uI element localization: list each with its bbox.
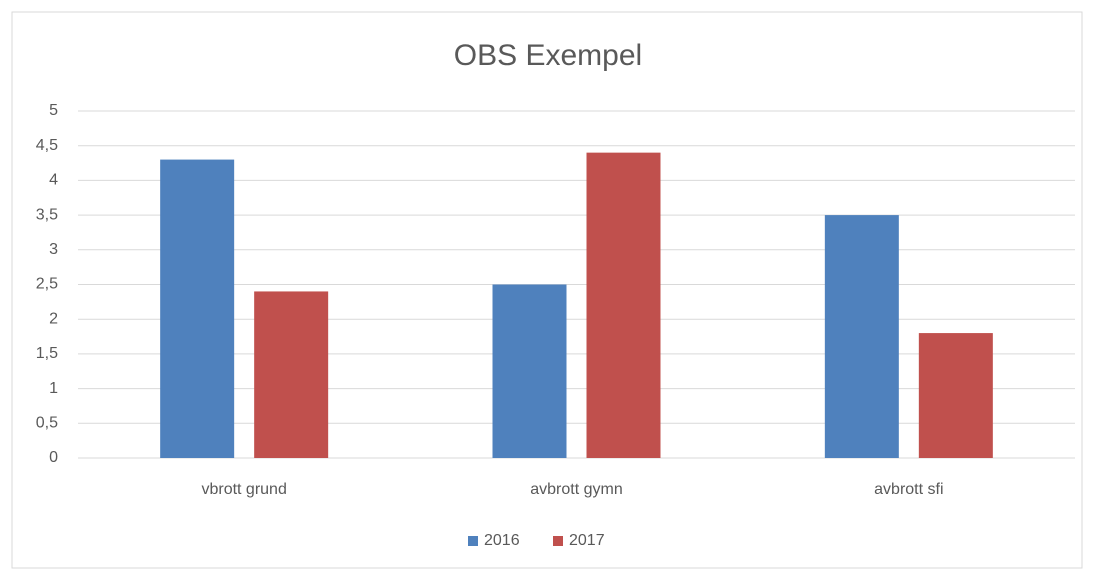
- bar: [824, 215, 899, 458]
- legend-swatch: [553, 536, 563, 546]
- bar: [254, 291, 329, 458]
- bar: [492, 284, 567, 458]
- bar: [160, 159, 235, 458]
- y-tick-label: 3: [49, 241, 58, 258]
- y-tick-label: 1: [49, 380, 58, 397]
- y-tick-label: 3,5: [36, 206, 58, 223]
- bar: [918, 333, 993, 458]
- chart-title: OBS Exempel: [454, 39, 642, 72]
- legend-swatch: [468, 536, 478, 546]
- y-tick-label: 4: [49, 172, 58, 189]
- x-tick-label: avbrott sfi: [874, 481, 943, 498]
- y-tick-label: 4,5: [36, 137, 58, 154]
- y-tick-label: 0,5: [36, 415, 58, 432]
- y-tick-label: 2: [49, 310, 58, 327]
- y-tick-label: 2,5: [36, 276, 58, 293]
- bar: [586, 152, 661, 458]
- x-tick-label: vbrott grund: [201, 481, 286, 498]
- x-tick-label: avbrott gymn: [530, 481, 622, 498]
- y-tick-label: 5: [49, 102, 58, 119]
- legend-label: 2017: [569, 532, 605, 549]
- y-tick-label: 0: [49, 449, 58, 466]
- legend-label: 2016: [484, 532, 520, 549]
- y-tick-label: 1,5: [36, 345, 58, 362]
